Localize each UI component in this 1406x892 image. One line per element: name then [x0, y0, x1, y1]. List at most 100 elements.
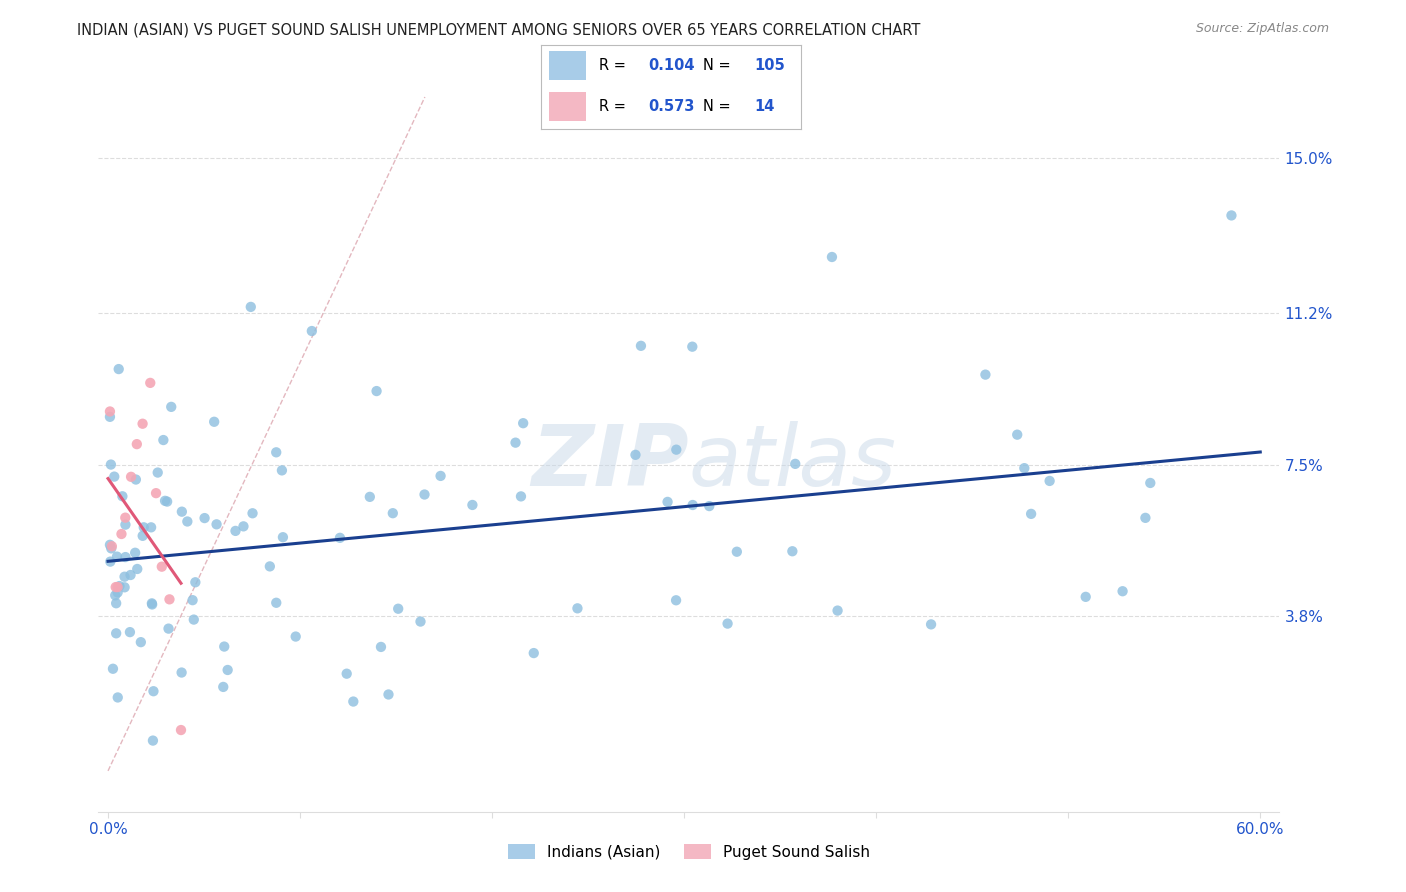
Point: [682, 498, 704, 512]
Point: [131, 417, 153, 431]
Point: [920, 617, 942, 632]
Point: [1074, 590, 1097, 604]
Point: [110, 527, 132, 541]
Point: [153, 493, 176, 508]
Point: [782, 544, 804, 558]
Point: [139, 376, 162, 390]
Point: [232, 519, 254, 533]
Point: [1220, 209, 1243, 223]
Point: [271, 463, 294, 477]
Point: [242, 506, 264, 520]
Point: [1135, 511, 1157, 525]
Bar: [550, 52, 585, 80]
Point: [205, 517, 228, 532]
Text: R =: R =: [599, 99, 630, 114]
Text: 105: 105: [755, 58, 786, 73]
Point: [264, 596, 287, 610]
Text: R =: R =: [599, 58, 630, 73]
Point: [429, 469, 451, 483]
Point: [98, 409, 121, 424]
Point: [176, 515, 198, 529]
Point: [100, 541, 122, 556]
Point: [107, 585, 129, 599]
Point: [160, 400, 183, 414]
Point: [1005, 427, 1028, 442]
Point: [194, 511, 217, 525]
Point: [271, 530, 294, 544]
Point: [141, 598, 163, 612]
Point: [657, 495, 679, 509]
Legend: Indians (Asian), Puget Sound Salish: Indians (Asian), Puget Sound Salish: [502, 838, 876, 866]
Point: [630, 339, 652, 353]
Point: [152, 433, 174, 447]
Point: [505, 435, 527, 450]
Point: [974, 368, 997, 382]
Point: [827, 604, 849, 618]
Point: [239, 300, 262, 314]
Point: [212, 680, 235, 694]
Point: [127, 562, 149, 576]
Point: [98, 404, 121, 418]
Point: [681, 340, 703, 354]
Point: [131, 529, 153, 543]
Point: [98, 538, 121, 552]
Text: 0.573: 0.573: [648, 99, 695, 114]
Point: [142, 684, 165, 698]
Point: [108, 579, 131, 593]
Text: N =: N =: [703, 58, 735, 73]
Point: [329, 531, 352, 545]
Point: [785, 457, 807, 471]
Point: [183, 613, 205, 627]
Point: [1111, 584, 1133, 599]
Point: [1139, 475, 1161, 490]
Point: [114, 580, 136, 594]
Point: [146, 466, 169, 480]
Point: [624, 448, 647, 462]
Point: [461, 498, 484, 512]
Point: [139, 520, 162, 534]
Point: [105, 596, 128, 610]
Text: atlas: atlas: [689, 421, 897, 504]
Point: [157, 622, 180, 636]
Point: [111, 489, 134, 503]
Point: [1019, 507, 1042, 521]
Point: [142, 733, 165, 747]
Point: [145, 486, 167, 500]
Point: [284, 630, 307, 644]
Point: [170, 665, 193, 680]
Point: [105, 549, 128, 564]
Point: [366, 384, 388, 398]
Point: [114, 550, 136, 565]
Text: INDIAN (ASIAN) VS PUGET SOUND SALISH UNEMPLOYMENT AMONG SENIORS OVER 65 YEARS CO: INDIAN (ASIAN) VS PUGET SOUND SALISH UNE…: [77, 22, 921, 37]
Point: [202, 415, 225, 429]
Point: [103, 469, 125, 483]
Point: [120, 470, 142, 484]
Point: [104, 588, 127, 602]
Point: [118, 625, 141, 640]
Point: [510, 489, 533, 503]
Point: [336, 666, 359, 681]
Point: [523, 646, 546, 660]
Point: [1014, 461, 1036, 475]
Point: [184, 575, 207, 590]
Point: [101, 539, 124, 553]
Point: [716, 616, 738, 631]
Point: [409, 615, 432, 629]
Point: [107, 362, 129, 376]
Point: [132, 520, 155, 534]
Point: [114, 570, 136, 584]
Point: [170, 723, 193, 737]
Point: [156, 494, 179, 508]
Point: [359, 490, 381, 504]
Point: [377, 688, 399, 702]
Point: [107, 690, 129, 705]
Point: [129, 635, 152, 649]
Point: [413, 487, 436, 501]
Point: [212, 640, 235, 654]
Point: [141, 596, 163, 610]
Point: [125, 437, 148, 451]
Point: [512, 416, 534, 430]
Point: [567, 601, 589, 615]
Point: [665, 593, 688, 607]
Point: [342, 694, 364, 708]
